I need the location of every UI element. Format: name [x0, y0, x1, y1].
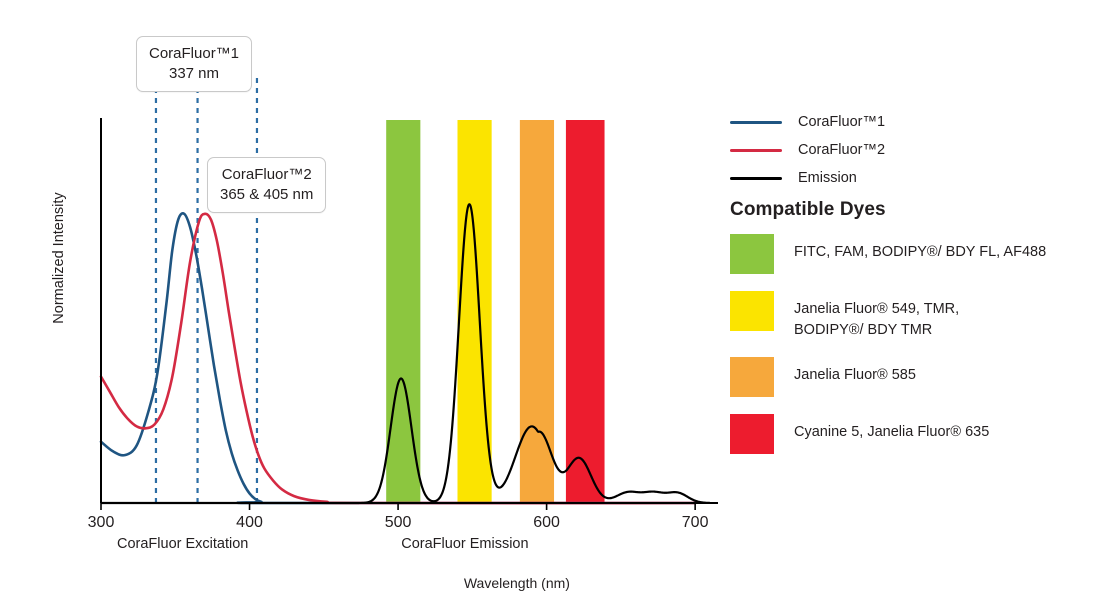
callout-cf2-line2: 365 & 405 nm: [220, 185, 314, 203]
series-legend: CoraFluor™1 CoraFluor™2 Emission: [730, 108, 1100, 192]
dye-row-red: Cyanine 5, Janelia Fluor® 635: [730, 414, 1102, 455]
callout-corafluor1: CoraFluor™1 337 nm: [136, 36, 253, 92]
x-tick-label: 600: [533, 514, 560, 531]
dye-swatch-green: [730, 234, 774, 274]
y-axis-title: Normalized Intensity: [51, 192, 67, 324]
callout-cf1-line2: 337 nm: [168, 64, 220, 82]
dye-swatch-orange: [730, 357, 774, 398]
emission-band: [565, 120, 605, 503]
callout-cf2-line1: CoraFluor™2: [221, 166, 312, 183]
legend-label-emission: Emission: [798, 170, 857, 186]
legend-line-corafluor2: [730, 148, 782, 152]
legend-item-corafluor1: CoraFluor™1: [730, 108, 1100, 136]
callout-corafluor2: CoraFluor™2 365 & 405 nm: [207, 157, 327, 213]
spectra-plot: 300 400 500 600 700 CoraFluor Excitation CoraF…: [88, 78, 718, 591]
section-label: CoraFluor Emission: [401, 536, 528, 552]
callout-cf1-line1: CoraFluor™1: [149, 45, 240, 62]
dye-swatch-yellow: [730, 291, 774, 331]
section-label: CoraFluor Excitation: [117, 536, 248, 552]
dye-label-green: FITC, FAM, BODIPY®/ BDY FL, AF488: [794, 244, 1047, 260]
dye-row-green: FITC, FAM, BODIPY®/ BDY FL, AF488: [730, 234, 1102, 274]
legend-line-emission: [730, 176, 782, 180]
emission-band: [457, 120, 492, 503]
dye-label-red: Cyanine 5, Janelia Fluor® 635: [794, 424, 990, 441]
dye-swatch-red: [730, 414, 774, 455]
excitation-curve: [99, 212, 697, 505]
emission-band: [519, 120, 555, 503]
x-tick-label: 300: [88, 514, 115, 531]
x-axis-title: Wavelength (nm): [464, 575, 570, 591]
x-tick-label: 500: [385, 514, 412, 531]
plot-area: 300 400 500 600 700 CoraFluor Excitation CoraF…: [51, 36, 718, 591]
compatible-dyes-title: Compatible Dyes: [730, 199, 886, 220]
emission-band: [386, 120, 421, 503]
compatible-dyes-list: FITC, FAM, BODIPY®/ BDY FL, AF488 Janeli…: [730, 234, 1102, 471]
x-tick-label: 400: [236, 514, 263, 531]
x-tick-label: 700: [682, 514, 709, 531]
dye-row-yellow: Janelia Fluor® 549, TMR, BODIPY®/ BDY TMR: [730, 291, 1102, 340]
dye-label-orange: Janelia Fluor® 585: [794, 367, 916, 384]
legend-item-corafluor2: CoraFluor™2: [730, 136, 1100, 164]
legend-label-corafluor1: CoraFluor™1: [798, 114, 886, 130]
legend-label-corafluor2: CoraFluor™2: [798, 142, 886, 158]
dye-row-orange: Janelia Fluor® 585: [730, 357, 1102, 398]
legend-item-emission: Emission: [730, 164, 1100, 192]
excitation-curve: [99, 212, 697, 505]
dye-label-yellow: Janelia Fluor® 549, TMR, BODIPY®/ BDY TMR: [794, 301, 960, 338]
legend-line-corafluor1: [730, 120, 782, 124]
